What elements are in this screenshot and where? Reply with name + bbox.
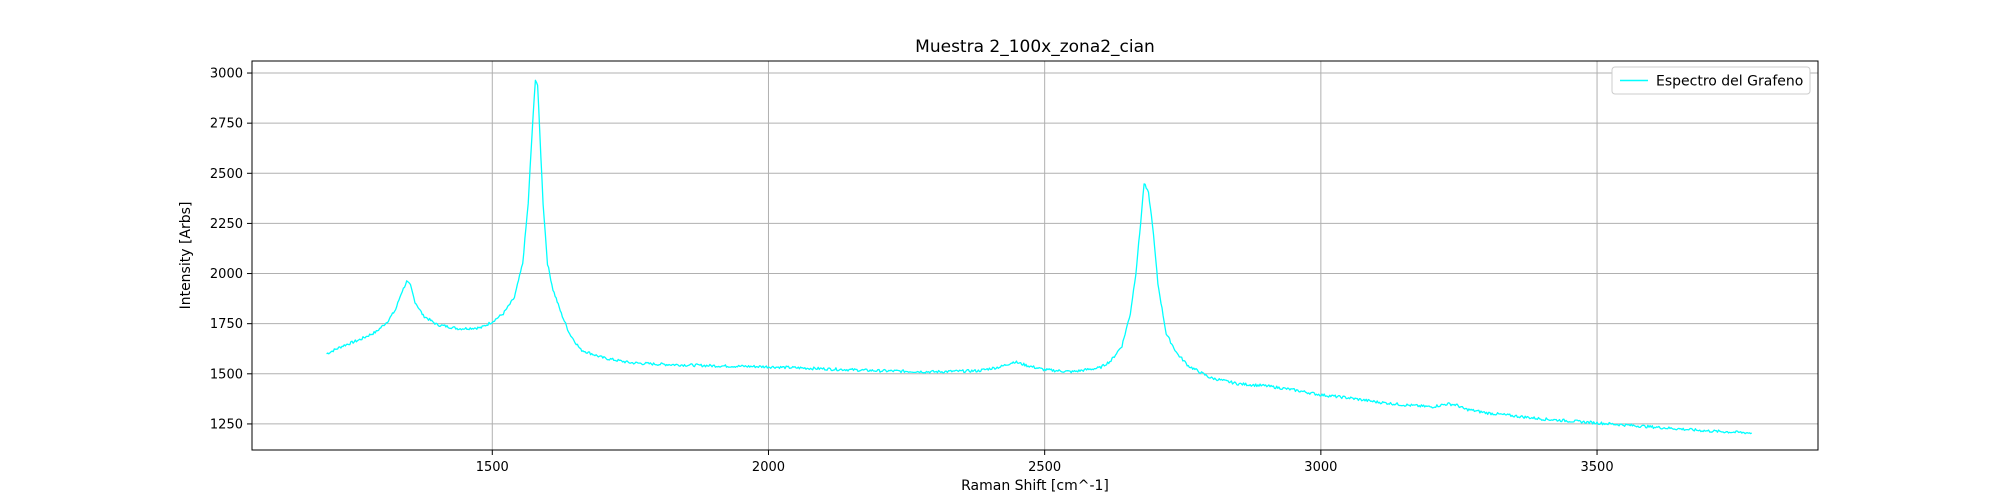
y-tick-label: 1250 xyxy=(210,417,243,432)
x-tick-label: 3000 xyxy=(1304,460,1337,475)
legend-label: Espectro del Grafeno xyxy=(1656,74,1803,90)
x-tick-label: 1500 xyxy=(476,460,509,475)
x-axis-title: Raman Shift [cm^-1] xyxy=(961,478,1109,494)
spectrum-line xyxy=(326,79,1753,435)
y-tick-label: 1750 xyxy=(210,317,243,332)
y-tick-label: 1500 xyxy=(210,367,243,382)
y-tick-label: 2500 xyxy=(210,167,243,182)
legend: Espectro del Grafeno xyxy=(1611,66,1811,95)
series-layer xyxy=(326,79,1753,435)
y-tick-label: 2000 xyxy=(210,267,243,282)
x-tick-label: 3500 xyxy=(1581,460,1614,475)
x-tick-label: 2500 xyxy=(1028,460,1061,475)
chart-title: Muestra 2_100x_zona2_cian xyxy=(915,37,1155,57)
y-tick-label: 3000 xyxy=(210,67,243,82)
y-tick-label: 2250 xyxy=(210,217,243,232)
y-tick-label: 2750 xyxy=(210,117,243,132)
plot-frame xyxy=(251,60,1819,451)
legend-box xyxy=(1611,66,1811,95)
x-tick-label: 2000 xyxy=(752,460,785,475)
grid xyxy=(252,61,1818,450)
axis-ticks: 1500 2000 2500 3000 3500 1250 1500 1750 2000 2250… xyxy=(210,67,1614,475)
y-axis-title: Intensity [Arbs] xyxy=(178,202,194,310)
